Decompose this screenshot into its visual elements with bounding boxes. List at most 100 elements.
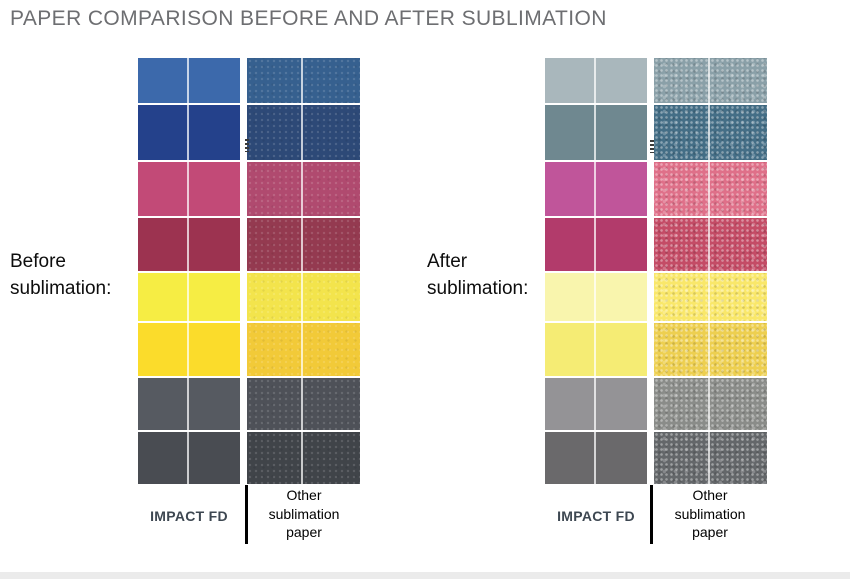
impact-fd-dark-gray-swatch [138, 432, 189, 484]
impact-fd-blue-swatch [189, 58, 240, 103]
other-paper-label-line: sublimation [268, 505, 340, 522]
impact-fd-golden-yellow-swatch [596, 323, 647, 376]
swatch-row-gray [138, 378, 360, 432]
impact-fd-dark-red-swatch [545, 218, 596, 271]
swatch-row-blue [545, 58, 767, 105]
before-sublimation-caption: Before sublimation: [10, 249, 111, 302]
other-paper-label-line: Other [692, 487, 728, 503]
swatch-row-golden-yellow [138, 323, 360, 378]
swatch-row-magenta [138, 162, 360, 218]
other-paper-label-line: paper [286, 524, 322, 541]
paper-divider-gap [240, 378, 247, 430]
other-paper-magenta-swatch [710, 162, 767, 216]
impact-fd-blue-swatch [138, 58, 189, 103]
other-paper-dark-blue-swatch [710, 105, 767, 160]
registration-mark [650, 140, 654, 153]
after-swatch-chart [545, 58, 767, 484]
swatch-row-yellow [545, 273, 767, 323]
other-paper-blue-swatch [654, 58, 710, 103]
impact-fd-magenta-swatch [138, 162, 189, 216]
impact-fd-yellow-swatch [189, 273, 240, 321]
other-paper-dark-red-swatch [654, 218, 710, 271]
impact-fd-dark-gray-swatch [189, 432, 240, 484]
swatch-row-magenta [545, 162, 767, 218]
other-paper-yellow-swatch [654, 273, 710, 321]
other-paper-gray-swatch [247, 378, 303, 430]
other-paper-yellow-swatch [247, 273, 303, 321]
swatch-row-dark-red [138, 218, 360, 273]
other-paper-golden-yellow-swatch [710, 323, 767, 376]
caption-line: Before [10, 251, 66, 272]
swatch-row-dark-red [545, 218, 767, 273]
paper-divider-line [245, 485, 248, 544]
swatch-row-blue [138, 58, 360, 105]
other-paper-dark-blue-swatch [303, 105, 360, 160]
impact-fd-golden-yellow-swatch [189, 323, 240, 376]
paper-divider-gap [647, 432, 654, 484]
caption-line: After [427, 251, 468, 272]
page-title: PAPER COMPARISON BEFORE AND AFTER SUBLIM… [10, 7, 607, 30]
other-paper-magenta-swatch [247, 162, 303, 216]
impact-fd-golden-yellow-swatch [138, 323, 189, 376]
paper-divider-gap [647, 273, 654, 321]
impact-fd-magenta-swatch [189, 162, 240, 216]
other-paper-magenta-swatch [303, 162, 360, 216]
other-paper-label-line: Other [286, 487, 322, 503]
swatch-row-yellow [138, 273, 360, 323]
impact-fd-magenta-swatch [596, 162, 647, 216]
paper-divider-gap [647, 58, 654, 103]
other-paper-dark-blue-swatch [247, 105, 303, 160]
other-paper-dark-red-swatch [303, 218, 360, 271]
swatch-row-dark-gray [138, 432, 360, 484]
impact-fd-gray-swatch [545, 378, 596, 430]
swatch-row-gray [545, 378, 767, 432]
impact-fd-gray-swatch [189, 378, 240, 430]
paper-divider-gap [240, 105, 247, 160]
impact-fd-dark-blue-swatch [138, 105, 189, 160]
other-paper-blue-swatch [247, 58, 303, 103]
paper-divider-gap [647, 162, 654, 216]
other-paper-dark-gray-swatch [303, 432, 360, 484]
impact-fd-blue-swatch [596, 58, 647, 103]
impact-fd-gray-swatch [596, 378, 647, 430]
other-paper-label: Other sublimation paper [656, 486, 764, 542]
impact-fd-yellow-swatch [596, 273, 647, 321]
swatch-row-dark-blue [138, 105, 360, 162]
paper-divider-gap [240, 323, 247, 376]
impact-fd-magenta-swatch [545, 162, 596, 216]
swatch-row-golden-yellow [545, 323, 767, 378]
other-paper-blue-swatch [303, 58, 360, 103]
other-paper-yellow-swatch [303, 273, 360, 321]
impact-fd-blue-swatch [545, 58, 596, 103]
paper-divider-line [650, 485, 653, 544]
impact-fd-label: IMPACT FD [150, 508, 228, 524]
other-paper-gray-swatch [710, 378, 767, 430]
impact-fd-dark-gray-swatch [596, 432, 647, 484]
after-sublimation-caption: After sublimation: [427, 249, 528, 302]
impact-fd-dark-red-swatch [138, 218, 189, 271]
other-paper-golden-yellow-swatch [654, 323, 710, 376]
impact-fd-yellow-swatch [545, 273, 596, 321]
other-paper-dark-gray-swatch [710, 432, 767, 484]
other-paper-gray-swatch [303, 378, 360, 430]
registration-mark [245, 139, 249, 152]
other-paper-magenta-swatch [654, 162, 710, 216]
paper-divider-gap [240, 273, 247, 321]
impact-fd-yellow-swatch [138, 273, 189, 321]
caption-line: sublimation: [427, 277, 529, 299]
other-paper-gray-swatch [654, 378, 710, 430]
other-paper-blue-swatch [710, 58, 767, 103]
impact-fd-dark-red-swatch [189, 218, 240, 271]
before-swatch-chart [138, 58, 360, 484]
paper-divider-gap [240, 58, 247, 103]
impact-fd-dark-gray-swatch [545, 432, 596, 484]
paper-divider-gap [240, 218, 247, 271]
paper-divider-gap [240, 162, 247, 216]
other-paper-label-line: sublimation [674, 505, 746, 522]
impact-fd-golden-yellow-swatch [545, 323, 596, 376]
caption-line: sublimation: [10, 277, 112, 299]
bottom-scrollbar-track[interactable] [0, 572, 850, 579]
impact-fd-dark-blue-swatch [189, 105, 240, 160]
other-paper-golden-yellow-swatch [303, 323, 360, 376]
other-paper-dark-gray-swatch [654, 432, 710, 484]
